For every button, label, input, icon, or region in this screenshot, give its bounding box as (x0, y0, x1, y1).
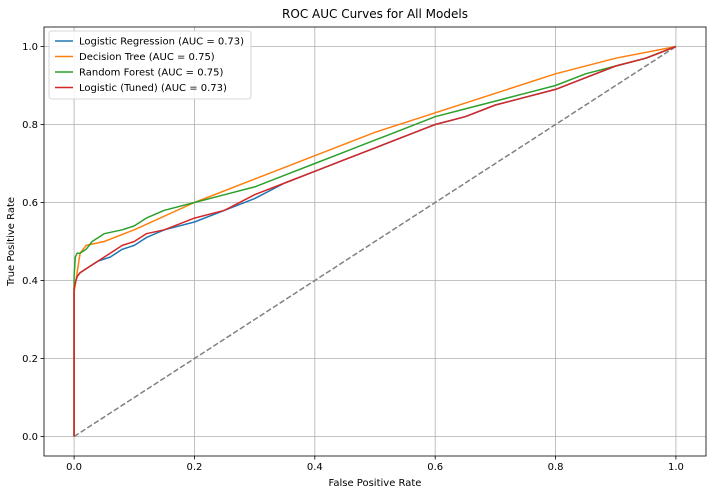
x-tick-label: 0.2 (187, 462, 203, 473)
plot-frame (43, 26, 707, 457)
grid-lines (44, 27, 706, 456)
legend: Logistic Regression (AUC = 0.73) Decision… (48, 30, 252, 100)
x-tick-label: 0.0 (66, 462, 82, 473)
y-tick-label: 0.0 (22, 432, 38, 443)
x-axis-label: False Positive Rate (329, 478, 422, 489)
legend-label: Logistic (Tuned) (AUC = 0.73) (79, 83, 227, 94)
legend-label: Random Forest (AUC = 0.75) (79, 68, 223, 79)
legend-label: Logistic Regression (AUC = 0.73) (79, 37, 244, 48)
x-tick-label: 0.6 (427, 462, 443, 473)
x-tick-label: 1.0 (668, 462, 684, 473)
reference-diagonal-line (73, 45, 677, 438)
chart-title: ROC AUC Curves for All Models (282, 7, 468, 21)
reference-line-group (73, 45, 677, 438)
y-axis-ticks: 0.0 0.2 0.4 0.6 0.8 1.0 (22, 42, 44, 443)
legend-label: Decision Tree (AUC = 0.75) (79, 52, 215, 63)
y-tick-label: 0.6 (22, 198, 38, 209)
series-line-4 (73, 45, 677, 437)
legend-box (48, 30, 252, 100)
series-line-2 (73, 45, 677, 437)
y-tick-label: 1.0 (22, 42, 38, 53)
y-tick-label: 0.4 (22, 276, 38, 287)
x-tick-label: 0.8 (548, 462, 564, 473)
y-tick-label: 0.8 (22, 120, 38, 131)
series-line-3 (73, 45, 677, 437)
x-axis-ticks: 0.0 0.2 0.4 0.6 0.8 1.0 (66, 456, 684, 473)
series-lines (73, 45, 677, 437)
y-axis-label: True Positive Rate (6, 197, 17, 287)
x-tick-label: 0.4 (307, 462, 323, 473)
y-tick-label: 0.2 (22, 354, 38, 365)
